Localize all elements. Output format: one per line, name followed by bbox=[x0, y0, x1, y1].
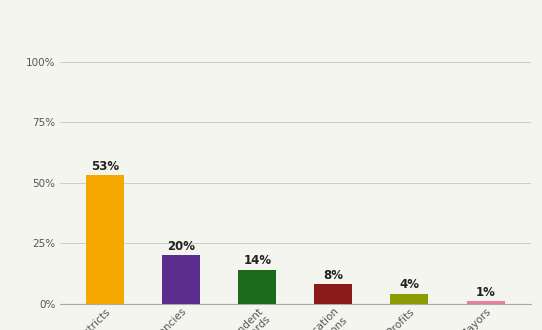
Text: 4%: 4% bbox=[399, 279, 420, 291]
Text: 8%: 8% bbox=[324, 269, 344, 282]
Text: 20%: 20% bbox=[167, 240, 195, 253]
Bar bbox=[86, 175, 124, 304]
Text: 1%: 1% bbox=[475, 286, 495, 299]
Text: 14%: 14% bbox=[243, 254, 272, 267]
Text: 53%: 53% bbox=[91, 160, 119, 173]
Bar bbox=[238, 270, 276, 304]
Bar bbox=[314, 284, 352, 304]
Bar bbox=[162, 255, 201, 304]
Bar bbox=[390, 294, 429, 304]
Bar bbox=[467, 301, 505, 304]
